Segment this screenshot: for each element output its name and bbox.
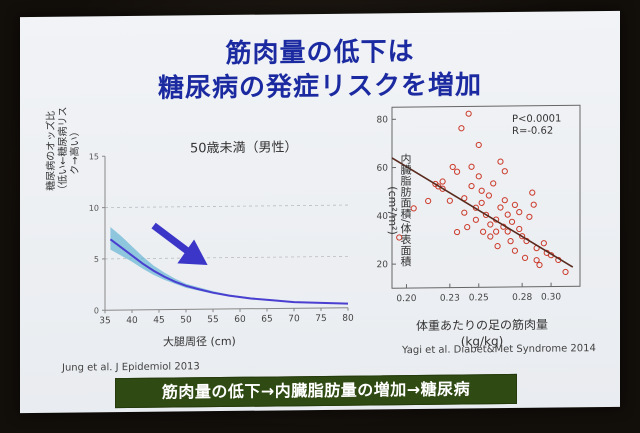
left-chart-x-tick-label: 40 [126, 316, 138, 326]
scatter-point [511, 201, 519, 209]
scatter-point [468, 163, 475, 170]
left-chart-x-tick-label: 70 [288, 314, 300, 324]
left-chart-x-tick-label: 45 [153, 316, 164, 326]
scatter-point [530, 201, 537, 208]
right-chart-x-tick-label: 0.20 [396, 294, 416, 304]
downward-trend-arrow-shaft [151, 222, 191, 255]
left-chart-x-tick-label: 80 [342, 314, 354, 324]
scatter-point [497, 204, 504, 211]
right-chart-x-tick-label: 0.28 [512, 293, 532, 303]
scatter-point [475, 173, 482, 180]
right-chart-x-tick-label: 0.23 [440, 294, 460, 304]
scatter-point [516, 225, 523, 233]
scatter-point [482, 211, 490, 218]
right-chart-y-axis-label: 内臓脂肪面積/体表面積 (cm²/m²) [386, 153, 412, 267]
right-chart-y-tick-label: 20 [377, 260, 389, 270]
left-chart-gridline [105, 204, 348, 208]
scatter-point [529, 189, 536, 196]
left-chart-x-tick-label: 60 [234, 315, 246, 325]
scatter-point [458, 125, 465, 132]
scatter-point [526, 213, 533, 220]
scatter-point [453, 168, 461, 175]
scatter-point [465, 110, 472, 117]
left-chart-x-tick-label: 35 [99, 316, 110, 326]
scatter-point [487, 221, 494, 228]
scatter-point [533, 257, 540, 264]
scatter-point [504, 228, 511, 235]
right-chart-r-value: R=-0.62 [512, 125, 554, 137]
scatter-point [511, 247, 519, 254]
left-chart-y-tick-label: 10 [89, 204, 99, 213]
left-chart-x-axis-label: 大腿周径 (cm) [163, 334, 236, 349]
scatter-point [410, 205, 417, 212]
left-chart-y-tick-label: 15 [89, 152, 99, 161]
left-chart-gridline [105, 255, 348, 260]
scatter-point [501, 168, 508, 175]
odds-ratio-chart: 0 5 10 15 35 40 45 50 55 60 65 70 75 80 20 40 60 80 0.20 0.… [89, 104, 581, 326]
right-chart-y-tick-label: 40 [377, 212, 389, 222]
scatter-point [396, 234, 403, 241]
scatter-point [494, 243, 501, 250]
left-chart-x-tick-label: 55 [207, 315, 218, 325]
odds-ratio-curve [109, 238, 349, 305]
scatter-point [519, 233, 526, 240]
scatter-point [540, 240, 547, 247]
scatter-point [449, 163, 456, 171]
scatter-point [478, 187, 485, 194]
summary-banner: 筋肉量の低下→内臓脂肪量の増加→糖尿病 [115, 373, 517, 409]
right-chart-x-tick-label: 0.30 [541, 292, 561, 302]
scatter-point [453, 228, 461, 236]
scatter-point [468, 182, 475, 190]
scatter-point [562, 268, 569, 276]
scatter-point [508, 218, 516, 225]
scatter-point [425, 197, 432, 205]
left-chart-x-axis [105, 307, 348, 311]
scatter-point [439, 178, 446, 185]
right-chart-citation: Yagi et al. Diabet&Met Syndrome 2014 [402, 343, 596, 357]
scatter-point [501, 197, 508, 204]
left-chart-y-tick-label: 0 [94, 306, 99, 315]
left-chart-x-tick-label: 65 [261, 314, 272, 324]
scatter-point [439, 185, 446, 192]
scatter-point [497, 158, 504, 165]
left-chart-x-tick-label: 50 [180, 315, 192, 325]
scatter-point [475, 141, 482, 149]
right-chart-y-tick-label: 60 [377, 164, 389, 174]
scatter-point [490, 180, 497, 187]
scatter-point [478, 199, 485, 206]
right-chart-frame [391, 104, 581, 289]
scatter-point [485, 192, 492, 199]
scatter-point [507, 238, 514, 245]
scatter-point [446, 197, 453, 204]
scatter-point [516, 208, 523, 216]
right-chart-p-value: P<0.0001 [512, 113, 562, 125]
projected-slide: 筋肉量の低下は 糖尿病の発症リスクを増加 50歳未満（男性） 糖尿病のオッズ比 … [20, 10, 620, 414]
regression-line [391, 157, 574, 268]
left-chart-x-tick-label: 75 [315, 314, 326, 324]
downward-trend-arrow-head [177, 239, 208, 266]
left-chart-citation: Jung et al. J Epidemiol 2013 [62, 361, 200, 374]
scatter-point [536, 261, 543, 269]
right-chart-y-tick-label: 80 [377, 115, 389, 125]
right-chart-x-tick-label: 0.25 [469, 293, 489, 303]
scatter-point [461, 209, 468, 216]
scatter-point [464, 224, 471, 231]
scatter-point [493, 228, 500, 235]
scatter-point [480, 228, 487, 235]
scatter-point [487, 233, 494, 240]
scatter-point [472, 216, 479, 223]
left-chart-y-tick-label: 5 [94, 255, 99, 264]
scatter-point [521, 254, 529, 261]
scatter-point [504, 211, 511, 218]
